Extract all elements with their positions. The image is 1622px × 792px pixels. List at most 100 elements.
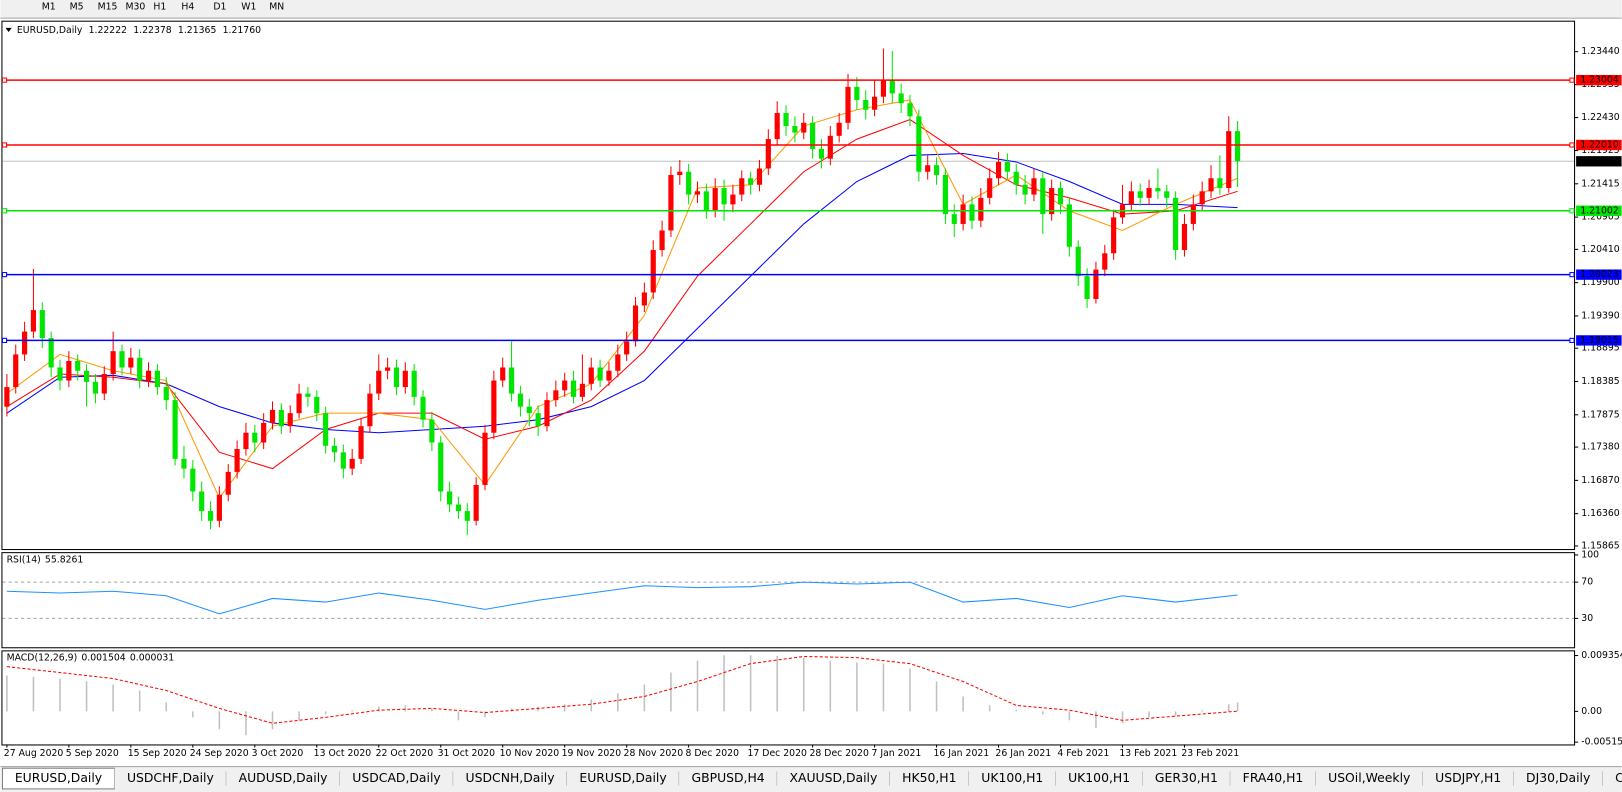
tab-label[interactable]: HK50,H1 (902, 770, 956, 785)
y-tick-label: 0.009354 (1581, 650, 1622, 661)
candle-body (579, 383, 585, 397)
candle-body (570, 380, 577, 397)
tab[interactable] (339, 768, 454, 789)
tab-label[interactable]: XAUUSD,Daily (790, 770, 878, 785)
candle-body (128, 357, 134, 368)
candle-body (1199, 191, 1205, 205)
candle-body (207, 511, 214, 521)
candle-body (30, 310, 37, 332)
x-tick-label: 15 Sep 2020 (128, 748, 187, 759)
tab-label[interactable]: FRA40,H1 (1243, 770, 1304, 785)
x-tick-label: 5 Sep 2020 (66, 748, 119, 759)
candle-body (810, 122, 816, 149)
timeframe-button[interactable]: H1 (153, 2, 166, 13)
candle-body (367, 393, 373, 427)
candle-body (225, 471, 231, 495)
tab-label[interactable]: UK100,H1 (1068, 770, 1130, 785)
tab-label[interactable]: USDCNH,Daily (466, 770, 555, 785)
timeframe-button[interactable]: H4 (181, 2, 194, 13)
timeframe-button[interactable]: D1 (213, 2, 226, 13)
timeframe-button[interactable]: M30 (125, 2, 145, 13)
tab-label[interactable]: AUDUSD,Daily (239, 770, 328, 785)
candle-body (1173, 197, 1179, 251)
indicator-value: 55.8261 (45, 554, 84, 565)
x-tick-label: 28 Nov 2020 (624, 748, 684, 759)
tab[interactable] (679, 768, 778, 789)
candle-body (455, 504, 462, 512)
tab[interactable] (114, 768, 227, 789)
candle-body (287, 413, 293, 427)
candle-body (995, 161, 1002, 179)
y-tick-label: 1.16360 (1581, 508, 1620, 519)
tab-label[interactable]: DJ30,Daily (1526, 770, 1590, 785)
tab-label[interactable]: GBPUSD,H4 (692, 770, 765, 785)
tab-label[interactable]: USDJPY,H1 (1435, 770, 1501, 785)
last-price-tag (1576, 156, 1622, 167)
candle-body (1155, 188, 1161, 192)
timeframe-button[interactable]: W1 (241, 2, 256, 13)
tab-label[interactable]: CHINA300,H1 (1615, 770, 1622, 785)
ohlc-value: 1.22378 (133, 24, 172, 35)
tab[interactable] (1513, 768, 1603, 789)
y-tick-label: 1.15865 (1581, 540, 1620, 551)
candle-body (402, 370, 408, 388)
macd-pane (1, 650, 1576, 746)
tab[interactable] (1142, 768, 1231, 789)
candle-body (491, 380, 497, 433)
tab[interactable] (453, 768, 567, 789)
candle-body (960, 204, 966, 224)
candle-body (1004, 161, 1010, 172)
candle-body (535, 413, 541, 427)
y-tick-label: 1.22430 (1581, 112, 1620, 123)
timeframe-button[interactable]: M5 (70, 2, 84, 13)
candle-body (261, 422, 267, 443)
tab[interactable] (1602, 768, 1622, 789)
y-tick-label: 0.00 (1581, 706, 1602, 717)
rsi-pane (1, 552, 1576, 649)
level-handle (1, 272, 8, 278)
candle-body (234, 449, 240, 472)
candle-body (252, 432, 258, 443)
level-handle (1569, 142, 1575, 148)
timeframe-button[interactable]: M15 (98, 2, 118, 13)
candle-body (1040, 178, 1046, 215)
candle-body (411, 370, 417, 397)
y-tick-label: 1.16870 (1581, 475, 1620, 486)
candle-body (296, 393, 302, 414)
candle-body (500, 367, 506, 381)
tab[interactable] (566, 768, 680, 789)
candle-body (48, 338, 54, 368)
candle-body (863, 99, 869, 110)
level-handle (1, 142, 8, 148)
candle-body (845, 86, 851, 123)
candle-body (119, 351, 125, 368)
signal-line (6, 655, 1238, 724)
tab[interactable] (1422, 768, 1514, 789)
tab-label[interactable]: GER30,H1 (1155, 770, 1218, 785)
tab[interactable] (777, 768, 890, 789)
tab-label[interactable]: EURUSD,Daily (15, 770, 102, 785)
candle-body (243, 432, 249, 450)
timeframe-button[interactable]: M1 (42, 2, 56, 13)
y-tick-label: -0.005156 (1581, 737, 1622, 748)
tab-label[interactable]: USOil,Weekly (1328, 770, 1410, 785)
candle-body (1102, 253, 1108, 270)
tab-label[interactable]: USDCAD,Daily (352, 770, 440, 785)
tab[interactable] (968, 768, 1056, 789)
candle-body (508, 367, 515, 394)
candle-body (721, 188, 727, 205)
tab[interactable] (1230, 768, 1316, 789)
tab[interactable] (226, 768, 340, 789)
candle-body (544, 400, 550, 427)
tab-label[interactable]: EURUSD,Daily (579, 770, 666, 785)
tab[interactable] (1055, 768, 1143, 789)
level-tag (1576, 269, 1622, 280)
candle-body (4, 387, 10, 407)
candle-body (739, 178, 745, 195)
candle-body (92, 381, 99, 394)
tab-label[interactable]: USDCHF,Daily (127, 770, 214, 785)
timeframe-button[interactable]: MN (269, 2, 284, 13)
tab[interactable] (1315, 768, 1423, 789)
tab-label[interactable]: UK100,H1 (981, 770, 1043, 785)
tab[interactable] (889, 768, 969, 789)
